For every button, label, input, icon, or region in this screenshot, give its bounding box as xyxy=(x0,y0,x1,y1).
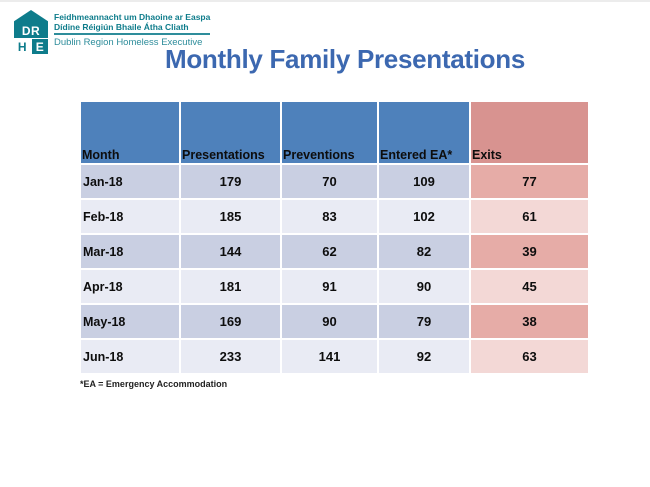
drhe-logo: DR H E Feidhmeannacht um Dhaoine ar Easp… xyxy=(14,10,211,54)
value-cell: 90 xyxy=(280,303,379,340)
page-title: Monthly Family Presentations xyxy=(164,44,525,74)
table-body: Jan-18 179 70 109 77 Feb-18 185 83 102 61 Mar-18 14… xyxy=(79,163,590,375)
table-row: Jan-18 179 70 109 77 xyxy=(79,163,590,200)
column-header-preventions: Preventions xyxy=(280,100,379,165)
month-cell: Jun-18 xyxy=(79,338,181,375)
logo-letter-h: H xyxy=(14,39,31,54)
table-row: Apr-18 181 91 90 45 xyxy=(79,268,590,305)
exits-value-cell: 77 xyxy=(469,163,590,200)
drhe-house-icon: DR H E xyxy=(14,10,48,54)
value-cell: 141 xyxy=(280,338,379,375)
value-cell: 181 xyxy=(179,268,282,305)
column-header-entered-ea: Entered EA* xyxy=(377,100,471,165)
value-cell: 102 xyxy=(377,198,471,235)
value-cell: 144 xyxy=(179,233,282,270)
value-cell: 109 xyxy=(377,163,471,200)
column-header-month: Month xyxy=(79,100,181,165)
value-cell: 92 xyxy=(377,338,471,375)
house-base: H E xyxy=(14,39,48,54)
value-cell: 70 xyxy=(280,163,379,200)
logo-letters-dr: DR xyxy=(21,24,41,38)
logo-letter-e: E xyxy=(31,39,48,54)
value-cell: 91 xyxy=(280,268,379,305)
column-header-presentations: Presentations xyxy=(179,100,282,165)
exits-value-cell: 61 xyxy=(469,198,590,235)
org-name-irish-line1: Feidhmeannacht um Dhaoine ar Easpa xyxy=(54,12,211,22)
ea-footnote: *EA = Emergency Accommodation xyxy=(80,379,228,389)
value-cell: 62 xyxy=(280,233,379,270)
value-cell: 185 xyxy=(179,198,282,235)
exits-value-cell: 45 xyxy=(469,268,590,305)
value-cell: 83 xyxy=(280,198,379,235)
column-header-exits: Exits xyxy=(469,100,590,165)
table-row: Jun-18 233 141 92 63 xyxy=(79,338,590,375)
value-cell: 82 xyxy=(377,233,471,270)
house-roof-icon: DR xyxy=(14,10,48,38)
month-cell: Jan-18 xyxy=(79,163,181,200)
month-cell: Apr-18 xyxy=(79,268,181,305)
table-row: May-18 169 90 79 38 xyxy=(79,303,590,340)
window-top-edge xyxy=(0,0,650,2)
exits-value-cell: 63 xyxy=(469,338,590,375)
value-cell: 179 xyxy=(179,163,282,200)
value-cell: 169 xyxy=(179,303,282,340)
org-name-block: Feidhmeannacht um Dhaoine ar Easpa Dídin… xyxy=(54,10,211,48)
table-header-row: Month Presentations Preventions Entered … xyxy=(79,100,590,165)
monthly-family-presentations-table: Month Presentations Preventions Entered … xyxy=(79,100,590,375)
exits-value-cell: 38 xyxy=(469,303,590,340)
value-cell: 79 xyxy=(377,303,471,340)
month-cell: Feb-18 xyxy=(79,198,181,235)
value-cell: 233 xyxy=(179,338,282,375)
month-cell: Mar-18 xyxy=(79,233,181,270)
org-name-english: Dublin Region Homeless Executive xyxy=(54,37,203,48)
value-cell: 90 xyxy=(377,268,471,305)
exits-value-cell: 39 xyxy=(469,233,590,270)
org-name-irish-line2: Dídine Réigiún Bhaile Átha Cliath xyxy=(54,22,211,35)
table-row: Mar-18 144 62 82 39 xyxy=(79,233,590,270)
table-row: Feb-18 185 83 102 61 xyxy=(79,198,590,235)
month-cell: May-18 xyxy=(79,303,181,340)
